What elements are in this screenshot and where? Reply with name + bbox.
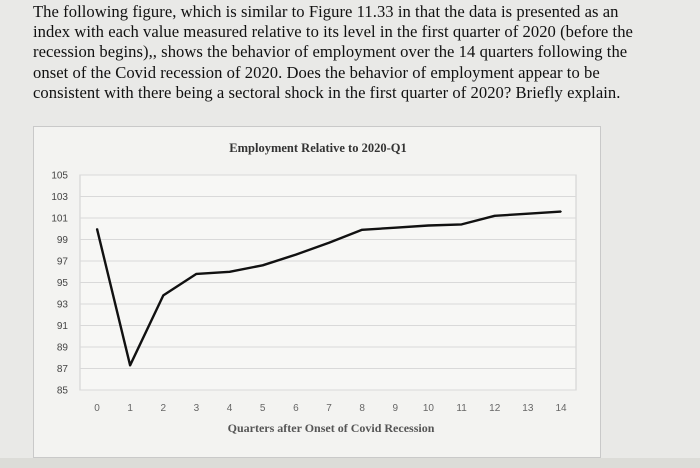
- data-point: [261, 264, 264, 267]
- x-tick-label: 10: [423, 403, 435, 414]
- y-tick-label: 93: [57, 300, 69, 311]
- y-tick-label: 87: [57, 364, 69, 375]
- x-tick-label: 5: [260, 403, 266, 414]
- x-tick-label: 8: [359, 403, 365, 414]
- y-tick-label: 89: [57, 343, 69, 354]
- data-point: [493, 215, 496, 217]
- question-line: The following figure, which is similar t…: [33, 2, 619, 21]
- x-tick-label: 7: [326, 403, 332, 414]
- page-edge: [0, 458, 700, 468]
- y-tick-label: 91: [57, 321, 69, 332]
- question-line: consistent with there being a sectoral s…: [33, 82, 621, 102]
- x-tick-label: 1: [127, 403, 133, 414]
- gridlines: [79, 174, 577, 391]
- data-point: [228, 270, 231, 273]
- data-point: [195, 273, 198, 275]
- data-point: [527, 212, 529, 215]
- x-tick-label: 2: [161, 403, 167, 414]
- x-tick-label: 4: [227, 403, 233, 414]
- question-text: The following figure, which is similar t…: [33, 2, 663, 103]
- data-point: [361, 229, 363, 231]
- chart-title: Employment Relative to 2020-Q1: [229, 141, 406, 155]
- x-tick-label: 14: [555, 403, 567, 414]
- y-tick-label: 99: [57, 235, 69, 246]
- data-point: [295, 253, 297, 256]
- data-point: [328, 241, 330, 244]
- y-tick-label: 105: [51, 171, 68, 182]
- data-point: [394, 226, 397, 229]
- y-tick-label: 103: [51, 192, 68, 203]
- y-axis-ticks: 85 87 89 91 93 95 97 99 101 103 105: [51, 171, 68, 397]
- y-tick-label: 85: [57, 386, 69, 397]
- x-axis-ticks: 0 1 2 3 4 5 6 7 8 9 10 11 12 13 14: [94, 403, 567, 414]
- x-tick-label: 13: [522, 403, 534, 414]
- x-tick-label: 12: [489, 403, 501, 414]
- x-tick-label: 11: [456, 403, 467, 414]
- x-tick-label: 9: [393, 403, 399, 414]
- y-tick-label: 95: [57, 278, 69, 289]
- y-tick-label: 97: [57, 257, 69, 268]
- x-tick-label: 0: [94, 403, 100, 414]
- x-tick-label: 6: [293, 403, 299, 414]
- data-point: [427, 224, 430, 227]
- y-tick-label: 101: [51, 214, 68, 225]
- data-point: [96, 227, 98, 230]
- data-point: [560, 210, 562, 213]
- data-point: [129, 364, 131, 367]
- x-tick-label: 3: [194, 403, 200, 414]
- question-line: index with each value measured relative …: [33, 22, 633, 42]
- series-group: [95, 210, 562, 367]
- data-point: [460, 223, 463, 226]
- question-line: recession begins),, shows the behavior o…: [33, 42, 628, 62]
- x-axis-label: Quarters after Onset of Covid Recession: [228, 421, 435, 435]
- data-point: [162, 294, 165, 297]
- question-line: onset of the Covid recession of 2020. Do…: [33, 62, 600, 82]
